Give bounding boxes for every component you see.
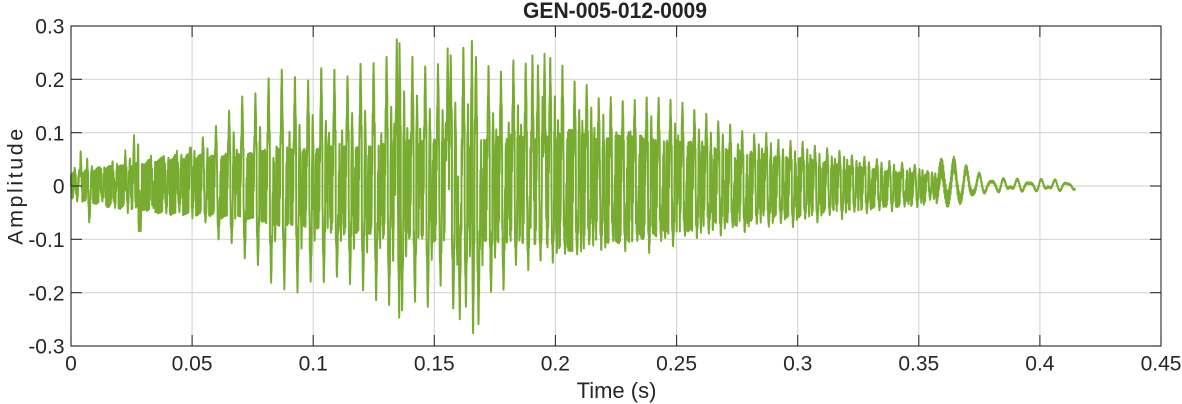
svg-text:-0.2: -0.2 bbox=[28, 282, 64, 305]
svg-text:0: 0 bbox=[65, 352, 77, 375]
svg-text:Amplitude: Amplitude bbox=[4, 129, 28, 245]
svg-text:0.2: 0.2 bbox=[541, 352, 570, 375]
svg-text:0.45: 0.45 bbox=[1141, 352, 1182, 375]
svg-text:0.1: 0.1 bbox=[35, 122, 64, 145]
svg-text:GEN-005-012-0009: GEN-005-012-0009 bbox=[523, 0, 707, 23]
svg-text:0.35: 0.35 bbox=[898, 352, 939, 375]
svg-text:0: 0 bbox=[53, 176, 65, 199]
svg-text:0.05: 0.05 bbox=[172, 352, 213, 375]
svg-text:-0.3: -0.3 bbox=[28, 336, 64, 359]
svg-text:0.15: 0.15 bbox=[414, 352, 455, 375]
svg-text:0.25: 0.25 bbox=[656, 352, 697, 375]
svg-text:0.1: 0.1 bbox=[299, 352, 328, 375]
svg-text:-0.1: -0.1 bbox=[28, 229, 64, 252]
svg-text:0.4: 0.4 bbox=[1025, 352, 1055, 375]
svg-text:Time (s): Time (s) bbox=[577, 378, 657, 403]
svg-text:0.3: 0.3 bbox=[35, 16, 64, 39]
svg-text:0.3: 0.3 bbox=[783, 352, 812, 375]
svg-text:0.2: 0.2 bbox=[35, 69, 64, 92]
